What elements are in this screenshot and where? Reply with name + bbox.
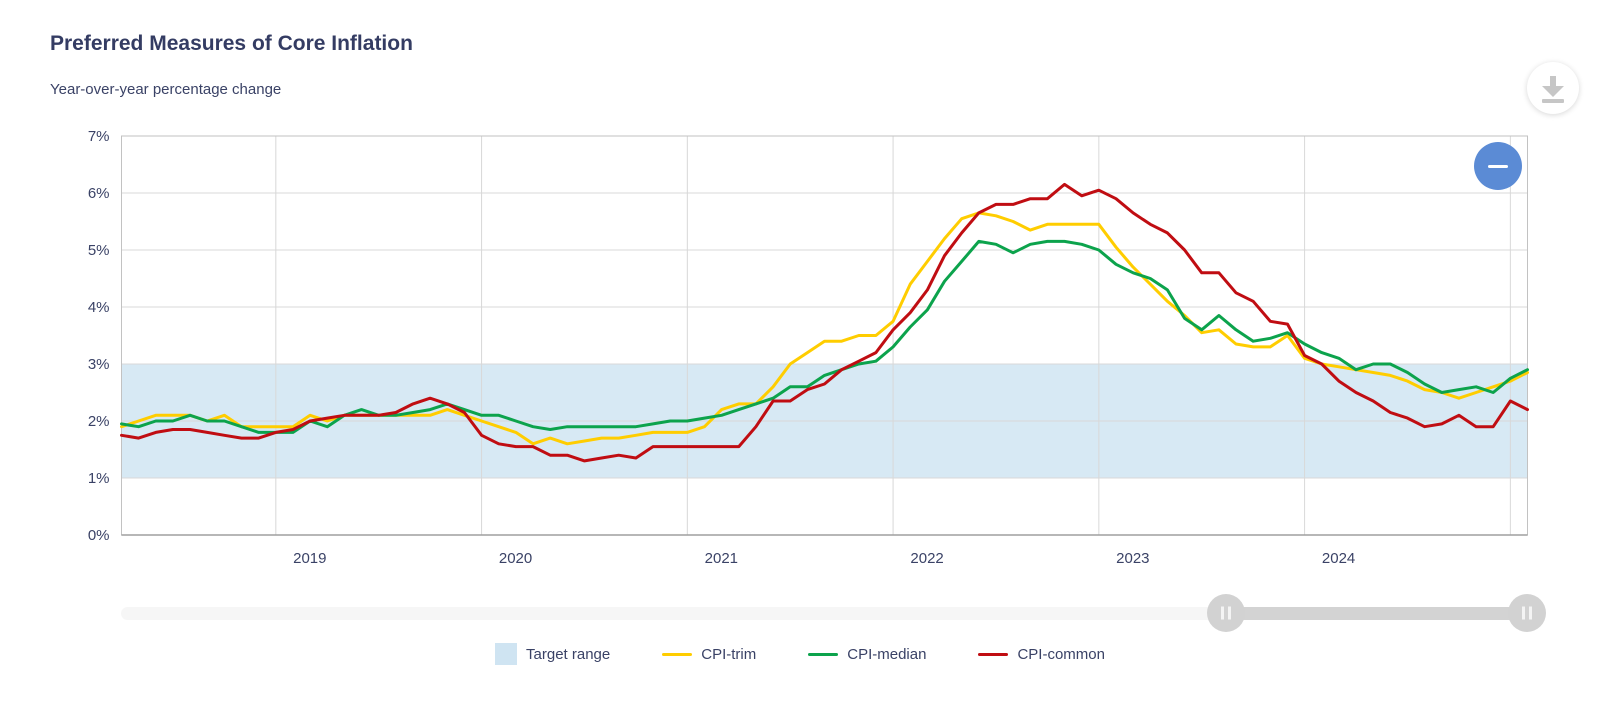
range-slider[interactable] bbox=[0, 588, 1600, 640]
minus-icon bbox=[1488, 164, 1508, 168]
x-tick-label: 2020 bbox=[499, 550, 532, 567]
plot-area: 0% 1% 2% 3% 4% 5% 6% 7% 2019 2020 2021 2022 2023 2024 bbox=[88, 128, 1529, 567]
legend-label: CPI-median bbox=[847, 645, 927, 663]
cpi-trim-swatch bbox=[662, 652, 693, 656]
legend-item-cpi-median: CPI-median bbox=[808, 646, 926, 663]
zoom-out-button[interactable] bbox=[1474, 142, 1522, 190]
y-tick-label: 4% bbox=[88, 299, 110, 316]
series-line-cpi-common bbox=[120, 182, 1529, 463]
target-range-swatch bbox=[495, 643, 518, 665]
y-tick-label: 6% bbox=[88, 185, 110, 202]
y-tick-label: 7% bbox=[88, 128, 110, 145]
chart-subtitle: Year-over-year percentage change bbox=[50, 81, 282, 98]
slider-track[interactable] bbox=[121, 607, 1528, 620]
legend-item-target-range: Target range bbox=[495, 643, 610, 665]
cpi-median-swatch bbox=[808, 652, 839, 656]
y-tick-label: 2% bbox=[88, 413, 110, 430]
cpi-common-swatch bbox=[978, 652, 1009, 656]
legend: Target range CPI-trim CPI-median CPI-com… bbox=[0, 643, 1600, 665]
download-button[interactable] bbox=[1527, 62, 1579, 114]
pause-icon bbox=[1221, 606, 1231, 620]
plot-svg: 0% 1% 2% 3% 4% 5% 6% 7% 2019 2020 2021 2022 2023 2024 bbox=[88, 128, 1529, 567]
legend-label: CPI-common bbox=[1017, 645, 1105, 663]
legend-label: CPI-trim bbox=[701, 645, 757, 663]
slider-handle-left[interactable] bbox=[1207, 594, 1245, 632]
download-icon bbox=[1542, 76, 1564, 103]
x-tick-label: 2024 bbox=[1322, 550, 1355, 567]
x-tick-label: 2019 bbox=[293, 550, 326, 567]
legend-item-cpi-trim: CPI-trim bbox=[662, 646, 756, 663]
pause-icon bbox=[1522, 606, 1532, 620]
x-tick-label: 2023 bbox=[1116, 550, 1149, 567]
y-tick-label: 0% bbox=[88, 527, 110, 544]
x-tick-label: 2021 bbox=[705, 550, 738, 567]
slider-handle-right[interactable] bbox=[1508, 594, 1546, 632]
legend-label: Target range bbox=[526, 645, 611, 663]
y-tick-label: 1% bbox=[88, 470, 110, 487]
y-tick-label: 5% bbox=[88, 242, 110, 259]
slider-selected-range[interactable] bbox=[1226, 607, 1528, 620]
legend-item-cpi-common: CPI-common bbox=[978, 646, 1105, 663]
y-tick-label: 3% bbox=[88, 356, 110, 373]
chart-title: Preferred Measures of Core Inflation bbox=[50, 32, 413, 55]
x-tick-label: 2022 bbox=[910, 550, 943, 567]
